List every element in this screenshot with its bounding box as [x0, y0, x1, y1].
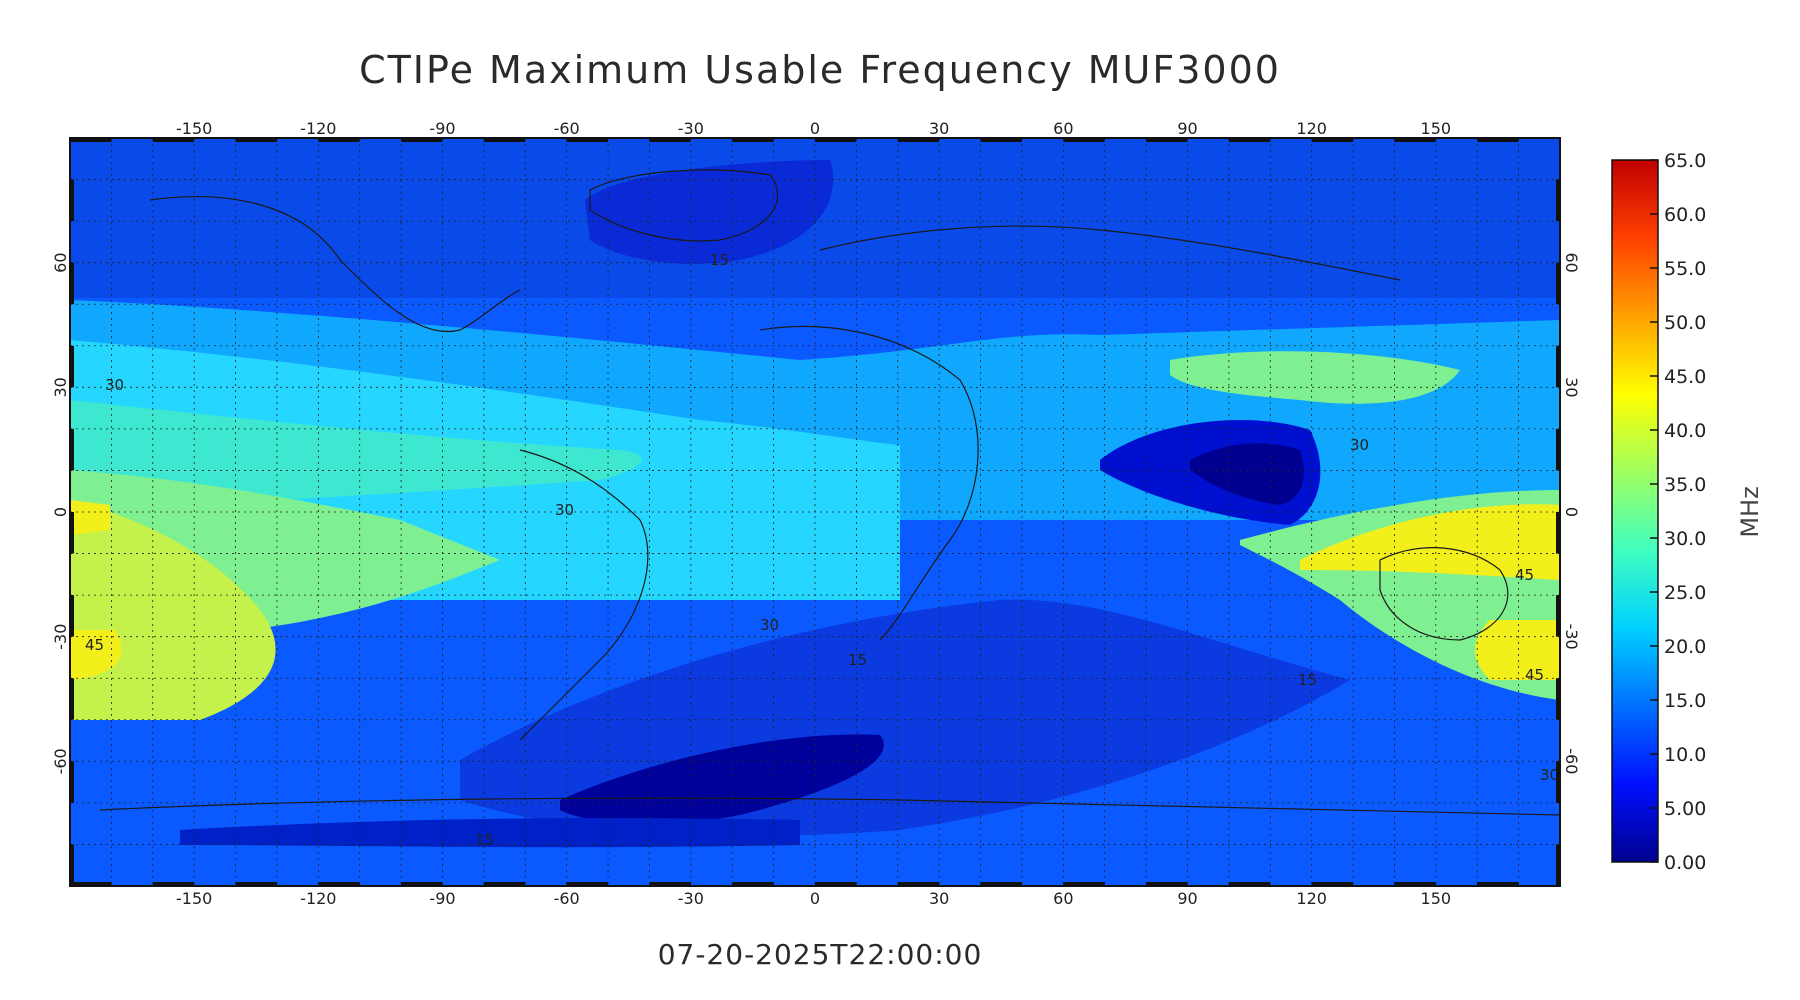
lon-tick-label: 60 — [1053, 119, 1073, 138]
lat-tick-label: -30 — [1562, 624, 1581, 650]
lat-tick-label: 60 — [1562, 252, 1581, 272]
lat-tick-label: 30 — [1562, 377, 1581, 397]
band-30-35-north — [70, 400, 642, 510]
lon-tick-label: 0 — [810, 889, 820, 908]
colorbar: 0.00 5.00 10.0 15.0 20.0 25.0 30.0 35.0 40.0 45.0… — [1611, 150, 1764, 874]
colorbar-gradient — [1611, 159, 1659, 863]
frame-ticks — [70, 138, 1560, 886]
coast-greenland — [589, 169, 779, 242]
lon-tick-label: 30 — [929, 119, 949, 138]
lat-labels-right: 60 30 0 -30 -60 — [1562, 252, 1581, 774]
lon-tick-label: 90 — [1177, 119, 1197, 138]
contour-label: 15 — [848, 651, 867, 669]
band-45-southeast — [1475, 620, 1560, 680]
timestamp: 07-20-2025T22:00:00 — [657, 938, 983, 971]
colorbar-tick-label: 20.0 — [1664, 636, 1706, 658]
lon-tick-label: -150 — [176, 119, 212, 138]
colorbar-unit: MHz — [1736, 486, 1764, 537]
lat-tick-label: 0 — [51, 507, 70, 517]
colorbar-tick-label: 25.0 — [1664, 582, 1706, 604]
band-35-40-japan — [1170, 351, 1460, 404]
graticule — [70, 138, 1560, 886]
lat-labels-left: 60 30 0 -30 -60 — [51, 252, 70, 774]
band-0-5-seasia — [1190, 443, 1304, 505]
band-45-west-2 — [70, 630, 122, 680]
colorbar-ticks: 0.00 5.00 10.0 15.0 20.0 25.0 30.0 35.0 40.0 45.0… — [1650, 150, 1706, 874]
colorbar-tick-label: 40.0 — [1664, 420, 1706, 442]
colorbar-tick-label: 65.0 — [1664, 150, 1706, 172]
colorbar-tick-label: 35.0 — [1664, 474, 1706, 496]
lat-tick-label: 60 — [51, 252, 70, 272]
colorbar-tick-label: 10.0 — [1664, 744, 1706, 766]
coast-north-america — [149, 196, 521, 333]
band-45-australia — [1300, 504, 1560, 580]
lat-tick-label: -60 — [1562, 748, 1581, 774]
contour-label: 30 — [760, 616, 779, 634]
contour-label: 15 — [1298, 671, 1317, 689]
lat-tick-label: -30 — [51, 624, 70, 650]
contour-label: 15 — [710, 251, 729, 269]
chart-title: CTIPe Maximum Usable Frequency MUF3000 — [359, 48, 1281, 92]
band-10-15-antarctic — [180, 818, 800, 848]
contour-label: 30 — [555, 501, 574, 519]
lon-tick-label: -30 — [678, 889, 704, 908]
contour-label: 30 — [1350, 436, 1369, 454]
contour-labels: 30 30 30 30 30 15 15 15 15 45 45 45 — [85, 251, 1559, 849]
contour-label: 30 — [1540, 766, 1559, 784]
lon-labels-top: -150 -120 -90 -60 -30 0 30 60 90 120 150 — [176, 119, 1451, 138]
colorbar-tick-label: 0.00 — [1664, 852, 1706, 874]
lon-tick-label: -60 — [554, 889, 580, 908]
band-45-west-1 — [70, 500, 110, 535]
lon-tick-label: 60 — [1053, 889, 1073, 908]
contour-label: 45 — [1515, 566, 1534, 584]
colorbar-tick-label: 60.0 — [1664, 204, 1706, 226]
contour-label: 30 — [105, 376, 124, 394]
lon-tick-label: 0 — [810, 119, 820, 138]
lon-tick-label: -120 — [300, 119, 336, 138]
contour-label: 45 — [85, 636, 104, 654]
lon-tick-label: 120 — [1296, 889, 1327, 908]
coast-africa — [759, 325, 979, 641]
colorbar-tick-label: 55.0 — [1664, 258, 1706, 280]
lon-tick-label: -90 — [429, 889, 455, 908]
colorbar-tick-label: 50.0 — [1664, 312, 1706, 334]
lon-tick-label: 150 — [1421, 119, 1452, 138]
lat-tick-label: 30 — [51, 377, 70, 397]
lon-tick-label: 30 — [929, 889, 949, 908]
lon-tick-label: 150 — [1421, 889, 1452, 908]
band-5-10-south — [560, 734, 884, 825]
band-40-45 — [70, 500, 276, 720]
lon-tick-label: -30 — [678, 119, 704, 138]
contour-label: 45 — [1525, 666, 1544, 684]
colorbar-tick-label: 5.00 — [1664, 798, 1706, 820]
lon-tick-label: 90 — [1177, 889, 1197, 908]
muf-contour-field — [70, 138, 1560, 886]
coast-eurasia — [819, 225, 1401, 281]
lon-tick-label: -150 — [176, 889, 212, 908]
colorbar-tick-label: 45.0 — [1664, 366, 1706, 388]
contour-label: 15 — [475, 831, 494, 849]
lon-tick-label: -90 — [429, 119, 455, 138]
lat-tick-label: -60 — [51, 748, 70, 774]
colorbar-tick-label: 15.0 — [1664, 690, 1706, 712]
lon-tick-label: -60 — [554, 119, 580, 138]
coast-south-america — [519, 449, 649, 741]
coast-australia — [1379, 547, 1509, 641]
colorbar-tick-label: 30.0 — [1664, 528, 1706, 550]
lon-tick-label: 120 — [1296, 119, 1327, 138]
lon-tick-label: -120 — [300, 889, 336, 908]
lat-tick-label: 0 — [1562, 507, 1581, 517]
band-10-15-greenland — [585, 160, 834, 264]
lon-labels-bottom: -150 -120 -90 -60 -30 0 30 60 90 120 150 — [176, 889, 1451, 908]
